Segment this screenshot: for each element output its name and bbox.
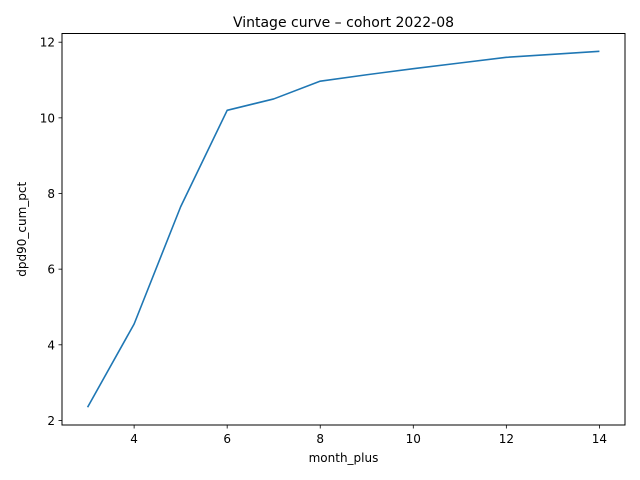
x-tick-label: 14 [592, 432, 607, 446]
y-tick-label: 8 [47, 187, 55, 201]
y-axis-label: dpd90_cum_pct [15, 181, 29, 276]
y-tick-label: 4 [47, 338, 55, 352]
x-tick-label: 10 [406, 432, 421, 446]
y-tick-label: 6 [47, 263, 55, 277]
y-tick-label: 10 [40, 111, 55, 125]
series-layer [86, 50, 600, 408]
x-tick-label: 4 [130, 432, 138, 446]
y-tick-label: 12 [40, 36, 55, 50]
axes-frame [61, 33, 626, 426]
chart-title: Vintage curve – cohort 2022-08 [233, 15, 454, 31]
y-axis-ticks: 2 4 6 8 10 12 [40, 36, 62, 428]
x-tick-label: 6 [223, 432, 231, 446]
x-tick-label: 8 [316, 432, 324, 446]
x-axis-ticks: 4 6 8 10 12 14 [130, 425, 607, 446]
plot-area [61, 33, 626, 426]
y-tick-label: 2 [47, 414, 55, 428]
x-axis-label: month_plus [309, 451, 379, 465]
x-tick-label: 12 [499, 432, 514, 446]
series-line-1 [86, 50, 600, 408]
